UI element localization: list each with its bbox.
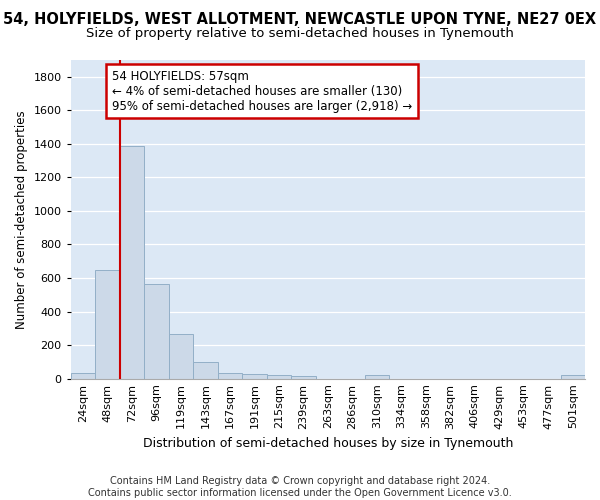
Bar [193,362,218,378]
Text: 54, HOLYFIELDS, WEST ALLOTMENT, NEWCASTLE UPON TYNE, NE27 0EX: 54, HOLYFIELDS, WEST ALLOTMENT, NEWCASTL… [4,12,596,28]
Bar [365,376,389,378]
Text: Size of property relative to semi-detached houses in Tynemouth: Size of property relative to semi-detach… [86,28,514,40]
Bar [95,270,119,378]
Bar [291,376,316,378]
Bar [242,374,266,378]
Bar [144,284,169,378]
Bar [71,373,95,378]
Bar [218,373,242,378]
Bar [266,376,291,378]
Text: 54 HOLYFIELDS: 57sqm
← 4% of semi-detached houses are smaller (130)
95% of semi-: 54 HOLYFIELDS: 57sqm ← 4% of semi-detach… [112,70,412,112]
Y-axis label: Number of semi-detached properties: Number of semi-detached properties [15,110,28,328]
Bar [169,334,193,378]
Text: Contains HM Land Registry data © Crown copyright and database right 2024.
Contai: Contains HM Land Registry data © Crown c… [88,476,512,498]
Bar [119,146,144,378]
Bar [560,376,585,378]
X-axis label: Distribution of semi-detached houses by size in Tynemouth: Distribution of semi-detached houses by … [143,437,513,450]
